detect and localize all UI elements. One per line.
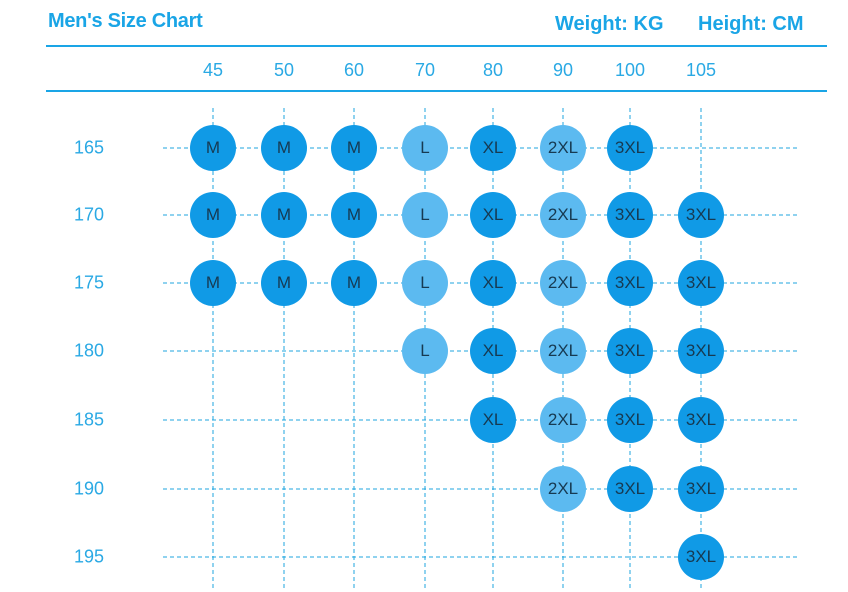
- size-bubble-l: L: [402, 260, 448, 306]
- size-bubble-2xl: 2XL: [540, 192, 586, 238]
- size-bubble-m: M: [331, 192, 377, 238]
- size-bubble-m: M: [261, 125, 307, 171]
- size-bubble-2xl: 2XL: [540, 125, 586, 171]
- height-tick-label: 185: [74, 409, 105, 430]
- size-bubble-3xl: 3XL: [607, 397, 653, 443]
- size-bubble-xl: XL: [470, 192, 516, 238]
- size-bubble-xl: XL: [470, 125, 516, 171]
- size-bubble-l: L: [402, 192, 448, 238]
- size-bubble-2xl: 2XL: [540, 466, 586, 512]
- size-bubble-m: M: [331, 260, 377, 306]
- weight-tick-label: 45: [202, 60, 224, 80]
- size-bubble-xl: XL: [470, 397, 516, 443]
- size-bubble-l: L: [402, 125, 448, 171]
- height-tick-label: 180: [74, 340, 105, 361]
- size-bubble-3xl: 3XL: [678, 328, 724, 374]
- size-bubble-m: M: [331, 125, 377, 171]
- size-bubble-m: M: [261, 192, 307, 238]
- size-bubble-2xl: 2XL: [540, 397, 586, 443]
- weight-tick-label: 100: [614, 60, 646, 80]
- size-bubble-xl: XL: [470, 328, 516, 374]
- size-bubble-3xl: 3XL: [607, 328, 653, 374]
- height-unit-label: Height: CM: [698, 13, 804, 35]
- size-bubble-m: M: [261, 260, 307, 306]
- height-tick-label: 195: [74, 546, 105, 567]
- weight-tick-label: 80: [482, 60, 504, 80]
- size-bubble-m: M: [190, 260, 236, 306]
- size-bubble-3xl: 3XL: [678, 260, 724, 306]
- size-bubble-3xl: 3XL: [678, 534, 724, 580]
- size-bubble-3xl: 3XL: [607, 466, 653, 512]
- size-bubble-m: M: [190, 192, 236, 238]
- size-bubble-3xl: 3XL: [678, 397, 724, 443]
- weight-tick-label: 60: [343, 60, 365, 80]
- size-bubble-xl: XL: [470, 260, 516, 306]
- chart-title: Men's Size Chart: [48, 10, 203, 32]
- header-divider: [46, 90, 827, 92]
- size-bubble-2xl: 2XL: [540, 328, 586, 374]
- height-tick-label: 175: [74, 272, 105, 293]
- weight-tick-label: 50: [273, 60, 295, 80]
- size-bubble-3xl: 3XL: [607, 192, 653, 238]
- size-bubble-3xl: 3XL: [678, 466, 724, 512]
- size-bubble-m: M: [190, 125, 236, 171]
- weight-tick-label: 70: [414, 60, 436, 80]
- weight-tick-label: 90: [552, 60, 574, 80]
- size-bubble-3xl: 3XL: [607, 125, 653, 171]
- size-bubble-2xl: 2XL: [540, 260, 586, 306]
- height-tick-label: 170: [74, 204, 105, 225]
- weight-tick-label: 105: [685, 60, 717, 80]
- size-bubble-3xl: 3XL: [607, 260, 653, 306]
- top-divider: [46, 45, 827, 47]
- size-bubble-3xl: 3XL: [678, 192, 724, 238]
- height-tick-label: 190: [74, 478, 105, 499]
- weight-unit-label: Weight: KG: [555, 13, 664, 35]
- size-bubble-l: L: [402, 328, 448, 374]
- height-tick-label: 165: [74, 137, 105, 158]
